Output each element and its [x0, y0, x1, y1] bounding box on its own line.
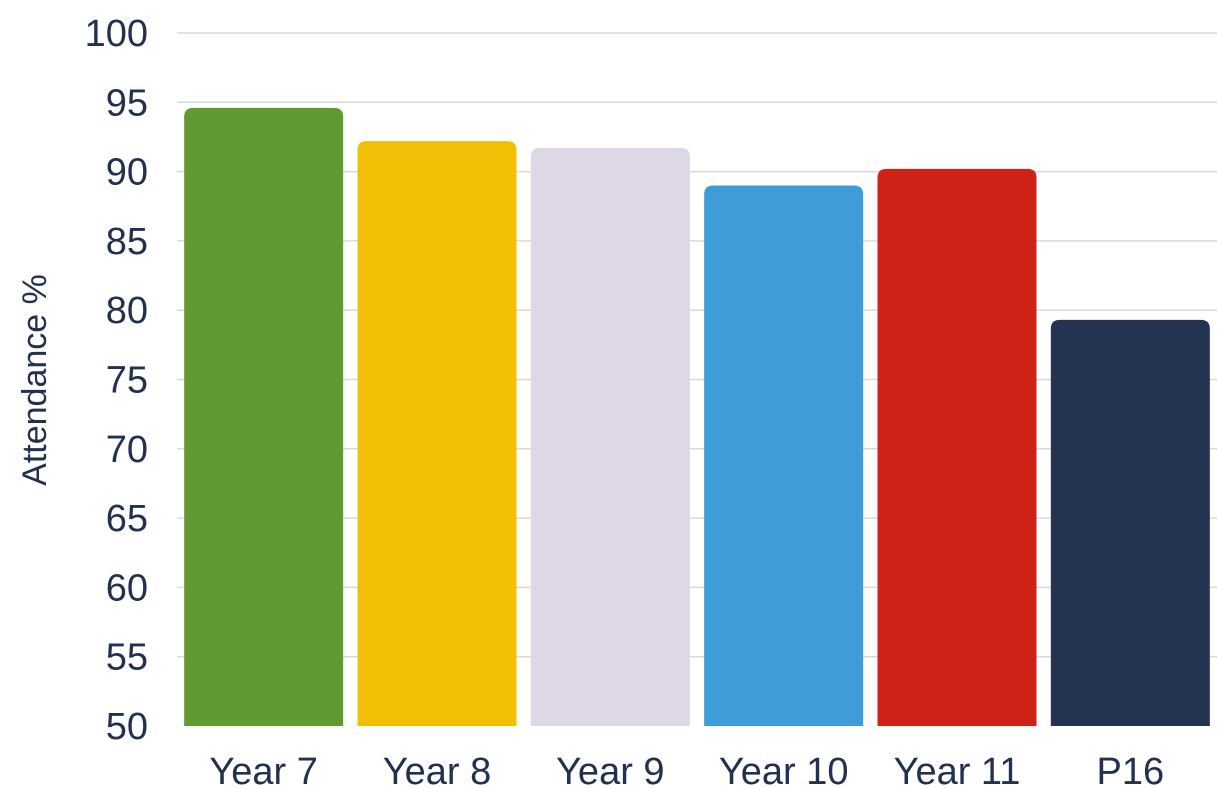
- bar-year-11: [877, 168, 1037, 726]
- y-tick-label: 80: [106, 290, 148, 332]
- bar-p16: [1050, 319, 1210, 726]
- gridlines: [177, 32, 1217, 658]
- y-axis-label: Attendance %: [16, 274, 54, 486]
- y-tick-label: 100: [85, 13, 148, 55]
- y-tick-label: 60: [106, 567, 148, 609]
- bar-year-8: [357, 141, 517, 726]
- y-tick-label: 90: [106, 152, 148, 194]
- bar-year-10: [704, 185, 864, 726]
- x-tick-label: Year 11: [894, 751, 1021, 789]
- x-tick-label: Year 9: [556, 751, 664, 789]
- x-tick-label: Year 7: [209, 751, 317, 789]
- x-axis-ticks: Year 7 Year 8 Year 9 Year 10 Year 11 P16: [209, 751, 1164, 789]
- x-tick-label: Year 8: [383, 751, 491, 789]
- bar-year-7: [184, 107, 344, 727]
- y-tick-label: 95: [106, 82, 148, 124]
- y-tick-label: 75: [106, 360, 148, 402]
- bar-year-9: [530, 148, 690, 727]
- y-tick-label: 70: [106, 429, 148, 471]
- y-tick-label: 50: [106, 706, 148, 748]
- x-tick-label: P16: [1097, 751, 1165, 789]
- y-tick-label: 55: [106, 637, 148, 679]
- y-tick-label: 65: [106, 498, 148, 540]
- bars: [184, 107, 1210, 727]
- y-axis-ticks: 50 55 60 65 70 75 80 85 90 95 100: [85, 13, 148, 748]
- y-tick-label: 85: [106, 221, 148, 263]
- x-tick-label: Year 10: [719, 751, 849, 789]
